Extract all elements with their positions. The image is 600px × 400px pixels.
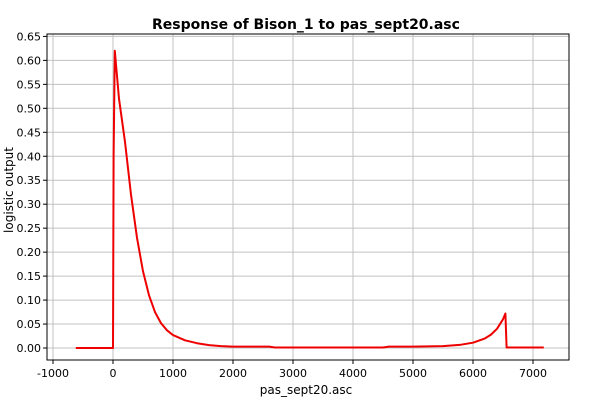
x-tick-label: -1000 bbox=[37, 367, 69, 380]
x-tick-label: 3000 bbox=[279, 367, 307, 380]
y-axis: 0.00 0.05 0.10 0.15 0.20 0.25 0.30 0.35 0.40 0.45… bbox=[17, 30, 47, 355]
y-tick-label: 0.65 bbox=[17, 30, 42, 43]
y-tick-label: 0.25 bbox=[17, 222, 42, 235]
x-tick-label: 1000 bbox=[159, 367, 187, 380]
x-axis: -1000 0 1000 2000 3000 4000 5000 6000 7000 bbox=[37, 360, 547, 380]
series-line bbox=[75, 49, 544, 349]
y-tick-label: 0.40 bbox=[17, 150, 42, 163]
x-tick-label: 6000 bbox=[459, 367, 487, 380]
y-tick-label: 0.45 bbox=[17, 126, 42, 139]
x-tick-label: 4000 bbox=[339, 367, 367, 380]
y-tick-label: 0.60 bbox=[17, 54, 42, 67]
x-tick-label: 5000 bbox=[399, 367, 427, 380]
gridlines bbox=[47, 34, 569, 360]
y-tick-label: 0.10 bbox=[17, 294, 42, 307]
x-tick-label: 2000 bbox=[219, 367, 247, 380]
y-tick-label: 0.00 bbox=[17, 342, 42, 355]
y-tick-label: 0.55 bbox=[17, 78, 42, 91]
y-tick-label: 0.15 bbox=[17, 270, 42, 283]
x-tick-label: 0 bbox=[110, 367, 117, 380]
y-tick-label: 0.05 bbox=[17, 318, 42, 331]
plot-area bbox=[46, 33, 570, 361]
x-axis-title: pas_sept20.asc bbox=[260, 383, 352, 397]
y-tick-label: 0.30 bbox=[17, 198, 42, 211]
y-tick-label: 0.20 bbox=[17, 246, 42, 259]
y-tick-label: 0.50 bbox=[17, 102, 42, 115]
y-tick-label: 0.35 bbox=[17, 174, 42, 187]
series-group bbox=[75, 49, 544, 349]
x-tick-label: 7000 bbox=[519, 367, 547, 380]
chart-title: Response of Bison_1 to pas_sept20.asc bbox=[152, 17, 460, 33]
y-axis-title: logistic output bbox=[2, 147, 16, 233]
